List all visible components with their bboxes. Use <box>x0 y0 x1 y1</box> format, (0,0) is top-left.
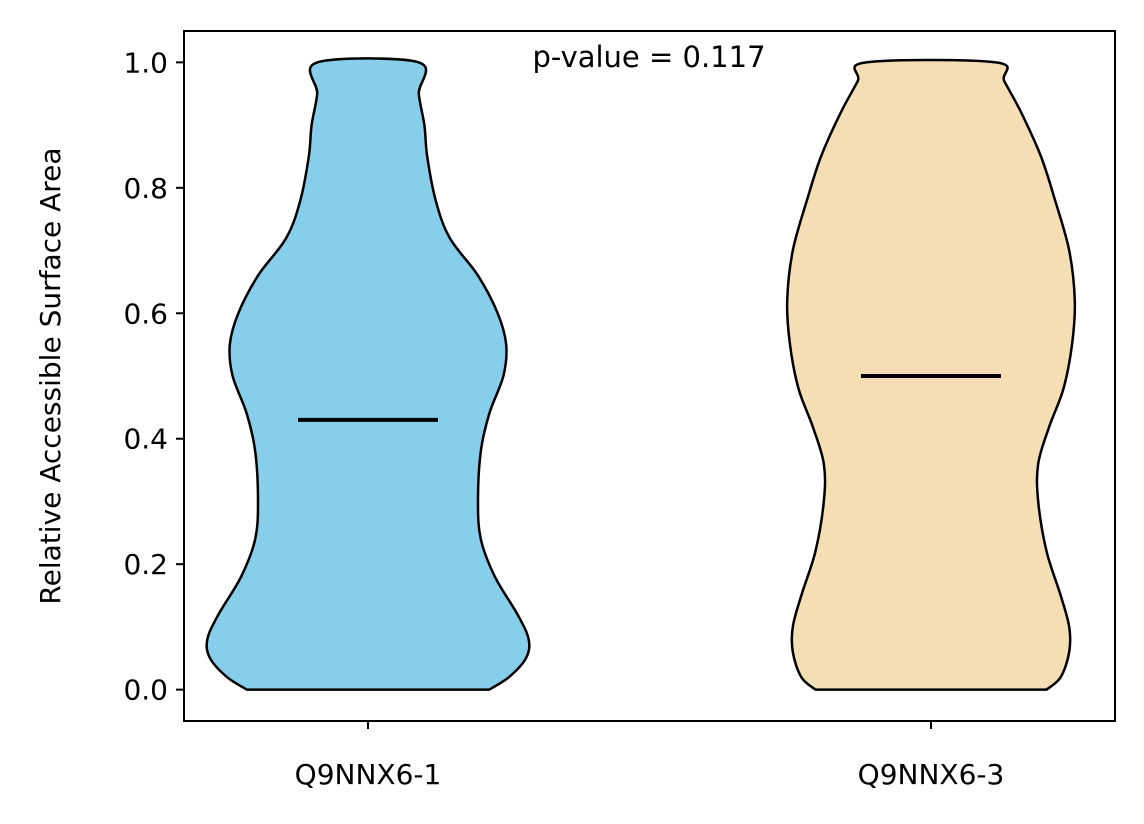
y-tick-label: 0.0 <box>123 674 168 707</box>
y-tick-label: 0.4 <box>123 423 168 456</box>
y-tick-label: 1.0 <box>123 46 168 79</box>
plot-frame <box>183 30 1116 722</box>
y-axis-label: Relative Accessible Surface Area <box>34 147 67 604</box>
y-tick-label: 0.6 <box>123 297 168 330</box>
y-tick-label: 0.2 <box>123 548 168 581</box>
x-tick-label: Q9NNX6-3 <box>858 758 1005 791</box>
y-axis: 0.0 0.2 0.4 0.6 0.8 1.0 <box>123 46 184 707</box>
x-tick-label: Q9NNX6-1 <box>295 758 442 791</box>
violin-Q9NNX6-1 <box>205 57 531 691</box>
y-tick-label: 0.8 <box>123 172 168 205</box>
p-value-annotation: p-value = 0.117 <box>532 40 765 74</box>
x-axis: Q9NNX6-1 Q9NNX6-3 <box>295 721 1005 791</box>
median-layer <box>298 374 1001 422</box>
